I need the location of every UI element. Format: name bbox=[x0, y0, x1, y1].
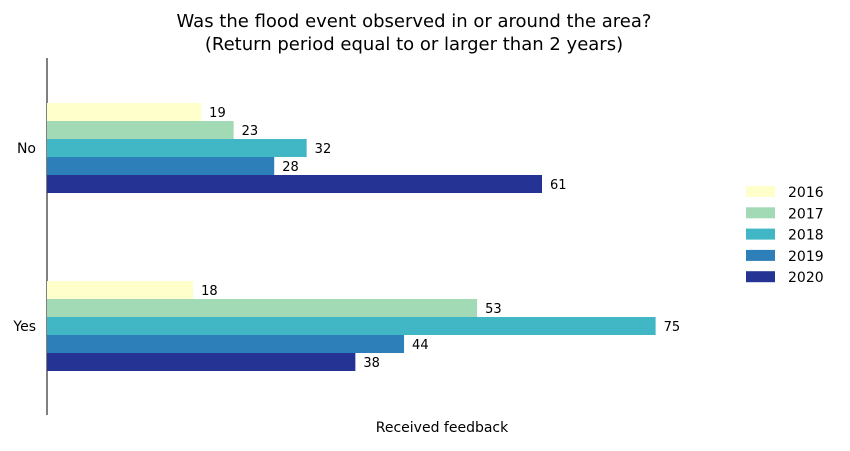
legend-swatch-2016 bbox=[746, 186, 775, 197]
legend-label-2016: 2016 bbox=[788, 185, 824, 201]
legend-swatch-2017 bbox=[746, 207, 775, 219]
bar-yes-2016 bbox=[47, 281, 194, 299]
bar-no-2017 bbox=[47, 121, 234, 139]
x-axis-label: Received feedback bbox=[376, 420, 509, 436]
data-label-yes-2019: 44 bbox=[412, 338, 429, 353]
y-tick-label-yes: Yes bbox=[12, 319, 36, 335]
bar-yes-2018 bbox=[47, 317, 656, 335]
bar-yes-2019 bbox=[47, 335, 405, 353]
data-label-no-2016: 19 bbox=[209, 106, 226, 121]
bar-yes-2020 bbox=[47, 353, 356, 371]
bar-no-2020 bbox=[47, 175, 542, 193]
legend-label-2017: 2017 bbox=[788, 206, 824, 222]
legend: 2016 2017 2018 2019 2020 bbox=[746, 185, 824, 286]
data-label-yes-2020: 38 bbox=[363, 356, 380, 371]
data-label-no-2017: 23 bbox=[242, 124, 259, 139]
chart-title: Was the flood event observed in or aroun… bbox=[177, 11, 652, 32]
legend-label-2020: 2020 bbox=[788, 270, 824, 286]
y-tick-labels: No Yes bbox=[12, 141, 36, 335]
chart-subtitle: (Return period equal to or larger than 2… bbox=[205, 34, 623, 55]
data-label-yes-2017: 53 bbox=[485, 302, 502, 317]
data-label-no-2019: 28 bbox=[282, 160, 299, 175]
data-label-no-2020: 61 bbox=[550, 178, 567, 193]
legend-swatch-2019 bbox=[746, 249, 775, 261]
legend-swatch-2020 bbox=[746, 271, 775, 283]
bars: 19 23 32 28 61 18 53 75 44 38 bbox=[47, 103, 680, 371]
legend-swatch-2018 bbox=[746, 228, 775, 240]
bar-no-2016 bbox=[47, 103, 202, 121]
data-label-yes-2018: 75 bbox=[664, 320, 681, 335]
bar-no-2019 bbox=[47, 157, 275, 175]
bar-yes-2017 bbox=[47, 299, 478, 317]
y-tick-label-no: No bbox=[17, 141, 36, 157]
data-label-yes-2016: 18 bbox=[201, 284, 218, 299]
legend-label-2018: 2018 bbox=[788, 228, 824, 244]
legend-label-2019: 2019 bbox=[788, 249, 824, 265]
bar-no-2018 bbox=[47, 139, 307, 157]
data-label-no-2018: 32 bbox=[315, 142, 332, 157]
